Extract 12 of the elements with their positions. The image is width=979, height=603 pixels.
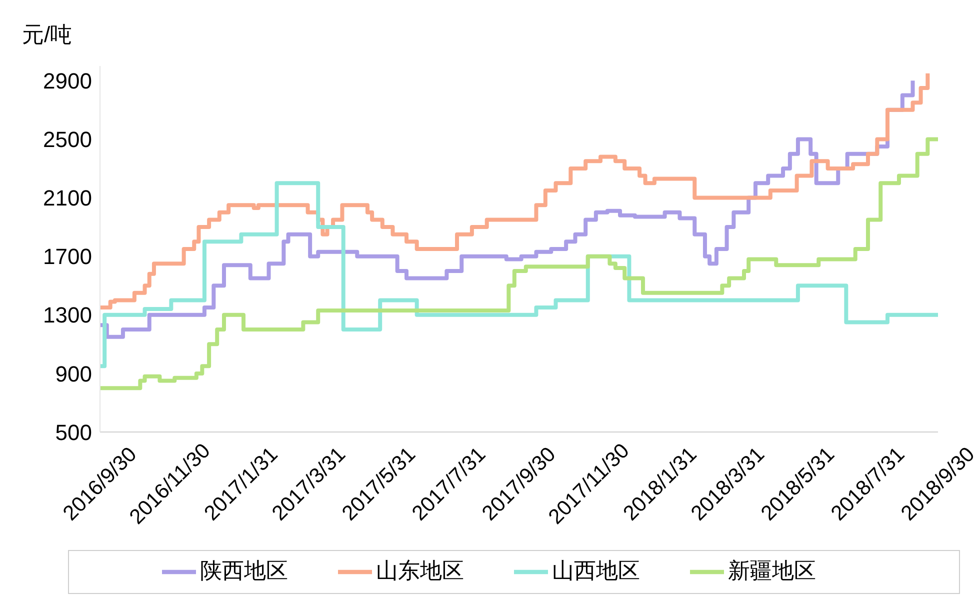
y-axis-title: 元/吨: [22, 21, 72, 49]
legend-label: 新疆地区: [728, 558, 816, 583]
legend-label: 山东地区: [376, 558, 464, 583]
y-tick-label: 500: [55, 420, 92, 445]
y-tick-label: 2500: [43, 127, 92, 152]
y-tick-label: 900: [55, 361, 92, 386]
y-tick-label: 1700: [43, 244, 92, 270]
legend-label: 陕西地区: [200, 558, 288, 583]
y-tick-label: 2900: [43, 68, 92, 94]
y-tick-label: 1300: [43, 302, 92, 328]
legend-label: 山西地区: [552, 558, 640, 583]
y-tick-label: 2100: [43, 186, 92, 211]
